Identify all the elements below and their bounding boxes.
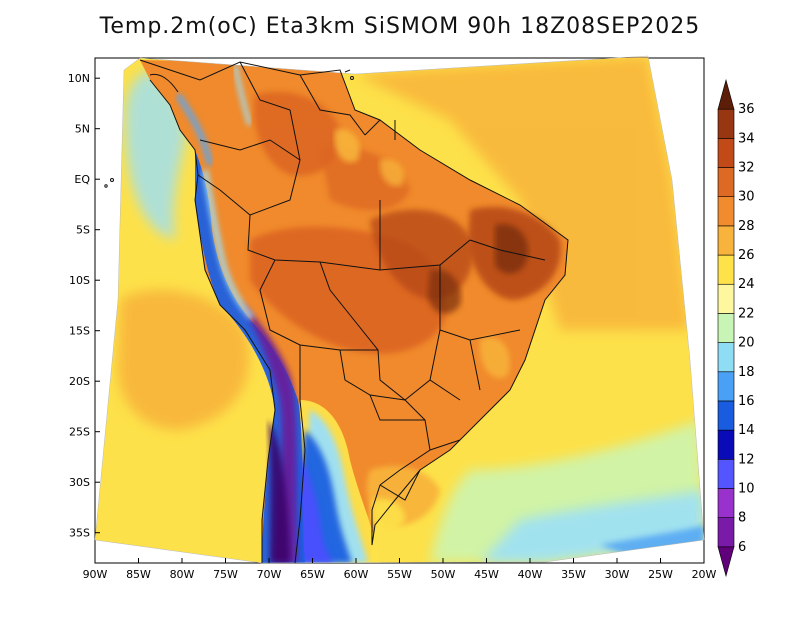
lat-tick-label: 20S — [69, 375, 90, 388]
colorbar-band — [717, 283, 735, 314]
lon-tick-label: 75W — [213, 568, 238, 581]
colorbar-label: 12 — [738, 452, 755, 467]
lat-tick-label: 5N — [75, 123, 90, 136]
colorbar-band — [717, 313, 735, 343]
map-title: Temp.2m(oC) Eta3km SiSMOM 90h 18Z08SEP20… — [99, 14, 701, 39]
lon-tick-label: 35W — [561, 568, 586, 581]
colorbar-label: 14 — [738, 423, 755, 438]
colorbar-band — [717, 196, 735, 227]
colorbar-band — [717, 458, 735, 489]
lat-tick-label: 5S — [76, 224, 90, 237]
colorbar-band — [717, 546, 735, 578]
caribbean-islands — [104, 69, 354, 188]
lon-tick-label: 25W — [648, 568, 673, 581]
lon-tick-label: 50W — [431, 568, 456, 581]
lat-tick-label: 35S — [69, 527, 90, 540]
colorbar-label: 28 — [738, 219, 755, 234]
lat-tick-label: 30S — [69, 476, 90, 489]
longitude-axis: 90W 85W 80W 75W 70W 65W 60W 55W 50W 45W 40W 35W 30W 2… — [83, 558, 717, 581]
colorbar-label: 30 — [738, 190, 755, 205]
colorbar-band — [717, 488, 735, 518]
lon-tick-label: 20W — [692, 568, 717, 581]
colorbar-label: 24 — [738, 277, 755, 292]
colorbar-label: 18 — [738, 365, 755, 380]
colorbar-label: 20 — [738, 336, 755, 351]
colorbar-band — [717, 342, 735, 373]
political-boundaries — [139, 59, 569, 564]
latitude-axis: 10N 5N EQ 5S 10S 15S 20S 25S 30S 35S — [68, 72, 100, 540]
lon-tick-label: 60W — [344, 568, 369, 581]
lon-tick-label: 80W — [170, 568, 195, 581]
colorbar-label: 26 — [738, 248, 755, 263]
lon-tick-label: 30W — [605, 568, 630, 581]
colorbar-band — [717, 400, 735, 431]
lat-tick-label: EQ — [74, 173, 90, 186]
colorbar-band — [717, 371, 735, 402]
colorbar-band — [717, 517, 735, 548]
temperature-field — [95, 56, 704, 563]
lon-tick-label: 90W — [83, 568, 108, 581]
colorbar-label: 32 — [738, 161, 755, 176]
colorbar-band — [717, 108, 735, 139]
colorbar-label: 6 — [738, 540, 746, 555]
lon-tick-label: 55W — [387, 568, 412, 581]
colorbar-band — [717, 254, 735, 285]
colorbar-band — [717, 225, 735, 256]
colorbar-label: 10 — [738, 481, 755, 496]
lat-tick-label: 10N — [68, 72, 90, 85]
colorbar-label: 16 — [738, 394, 755, 409]
colorbar-label: 36 — [738, 102, 755, 117]
colorbar-label: 22 — [738, 306, 755, 321]
colorbar-label: 34 — [738, 131, 755, 146]
lon-tick-label: 45W — [474, 568, 499, 581]
lon-tick-label: 65W — [300, 568, 325, 581]
colorbar-band — [717, 78, 735, 110]
domain-outline — [94, 55, 705, 564]
lon-tick-label: 85W — [126, 568, 151, 581]
colorbar: 6 8 10 12 14 16 18 20 22 24 26 28 30 32 34 36 — [717, 78, 755, 578]
colorbar-band — [717, 429, 735, 460]
lat-tick-label: 10S — [69, 274, 90, 287]
lon-tick-label: 70W — [257, 568, 282, 581]
lon-tick-label: 40W — [518, 568, 543, 581]
lat-tick-label: 15S — [69, 325, 90, 338]
colorbar-band — [717, 138, 735, 168]
colorbar-band — [717, 167, 735, 198]
lat-tick-label: 25S — [69, 426, 90, 439]
colorbar-label: 8 — [738, 511, 746, 526]
